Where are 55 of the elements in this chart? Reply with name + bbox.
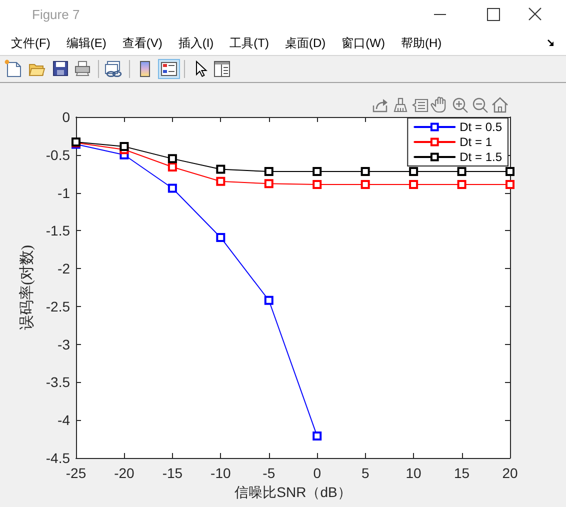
text: 查看(V) [122, 35, 162, 51]
x-tick-label: 15 [454, 465, 470, 481]
y-axis-title: 误码率(对数) [18, 245, 36, 330]
y-tick-label: -0.5 [46, 146, 70, 163]
x-tick-label: -10 [210, 465, 231, 481]
point [264, 179, 274, 188]
x-tick-label: -15 [162, 465, 183, 481]
x-tick-label: -25 [66, 465, 86, 481]
point [506, 180, 514, 189]
text: 编辑(E) [66, 35, 106, 51]
y-tick-label: -2 [58, 260, 70, 277]
point [216, 176, 226, 186]
x-tick-label: -5 [262, 465, 276, 481]
point [264, 167, 274, 176]
legend-label: Dt = 1 [460, 135, 492, 149]
legend-label: Dt = 0.5 [460, 120, 502, 134]
x-tick-label: 0 [313, 465, 322, 481]
point [216, 232, 226, 242]
point [168, 184, 177, 193]
x-tick-label: 20 [502, 465, 518, 481]
point [120, 142, 129, 152]
text: 帮助(H) [400, 35, 442, 51]
text: 文件(F) [11, 35, 50, 51]
caption: Figure 7 [32, 7, 80, 23]
point [312, 167, 322, 176]
y-tick-label: -1 [58, 184, 70, 201]
point [312, 432, 322, 441]
text: 窗口(W) [342, 35, 385, 51]
y-tick-label: -3.5 [46, 374, 70, 390]
y-tick-label: -4.5 [46, 450, 70, 466]
text: 工具(T) [230, 35, 269, 51]
point [264, 296, 274, 305]
point [409, 167, 418, 176]
text: 桌面(D) [284, 35, 326, 51]
point [506, 167, 514, 176]
x-axis-title: 信噪比SNR（dB） [234, 484, 352, 500]
y-tick-label: -1.5 [46, 222, 70, 239]
point [457, 180, 466, 189]
point [168, 154, 177, 164]
point [216, 164, 226, 174]
x-tick-label: 5 [361, 465, 370, 481]
y-tick-label: -2.5 [46, 298, 70, 314]
y-tick-label: -4 [58, 412, 70, 428]
text: 插入(I) [178, 35, 214, 51]
y-tick-label: 0 [62, 109, 70, 125]
point [409, 180, 418, 189]
point [312, 180, 322, 189]
y-tick-label: -3 [58, 336, 70, 352]
legend-label: Dt = 1.5 [460, 150, 502, 164]
x-tick-label: 10 [406, 465, 422, 481]
point [168, 162, 177, 172]
point [360, 167, 370, 176]
point [360, 180, 370, 189]
point [457, 167, 466, 176]
x-tick-label: -20 [114, 465, 135, 481]
